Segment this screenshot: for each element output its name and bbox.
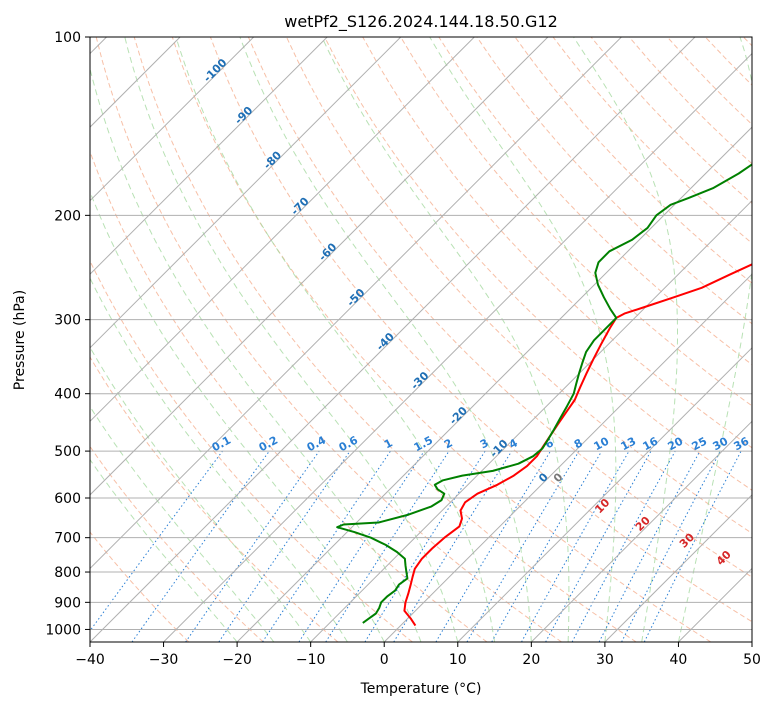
x-tick-label: 10 [449,652,467,668]
moist-adiabat [90,458,238,642]
moist-adiabat [573,37,678,642]
moist-adiabat [90,190,385,642]
x-tick-label: −10 [296,652,326,668]
mixing-ratio-label: 30 [711,434,731,453]
moist-adiabat [429,37,617,642]
dry-adiabat [133,37,637,642]
isotherm [236,126,752,642]
isotherm [310,199,752,642]
dry-adiabat [514,37,752,284]
dry-adiabat [90,356,339,642]
mixing-ratio-label: 10 [592,434,612,453]
moist-adiabat [124,37,459,642]
moist-adiabat [90,66,422,642]
isotherm [90,37,549,496]
mixing-ratio-label: 13 [619,435,639,454]
profile-line [336,163,752,624]
y-tick-label: 300 [54,313,81,329]
isotherm [604,494,752,642]
profile-lines [336,163,752,627]
dry-adiabat [90,531,190,642]
y-tick-label: 100 [54,30,81,46]
profile-line [403,263,752,627]
moist-adiabat [90,276,348,642]
isotherm [383,273,752,642]
chart-title: wetPf2_S126.2024.144.18.50.G12 [284,12,558,32]
axes: −40 −30 −20 −10 0 10 20 30 40 50 100 200 300 400 500 60… [45,30,761,668]
moist-adiabat [175,37,496,642]
x-tick-label: −30 [149,652,179,668]
x-tick-label: −40 [75,652,105,668]
mixing-ratio-label: 20 [666,434,686,453]
dry-adiabat [400,37,752,407]
isotherm [90,37,622,570]
isotherm [530,420,752,642]
dry-adiabat [247,37,752,578]
y-axis-label: Pressure (hPa) [12,290,28,390]
dry-adiabat [90,445,264,642]
y-tick-label: 700 [54,531,81,547]
dry-adiabat [90,150,488,642]
x-tick-label: 50 [743,652,761,668]
isotherm [163,52,752,642]
dry-adiabat [209,37,752,623]
mixing-ratio-label: 25 [690,435,710,454]
isotherm [90,37,255,202]
y-tick-label: 1000 [45,622,81,638]
dry-adiabat [438,37,752,366]
mixing-ratio-label: 16 [641,434,661,453]
dry-adiabat [171,37,712,642]
x-tick-label: 40 [670,652,688,668]
plot-frame [89,36,753,643]
mixing-ratio-label: 36 [732,434,752,453]
isotherm [90,37,475,423]
moist-adiabat [321,37,570,642]
y-tick-label: 800 [54,565,81,581]
moist-adiabat [677,37,752,642]
moist-adiabat [90,405,275,642]
x-tick-label: 30 [596,652,614,668]
dry-adiabat [95,37,562,642]
y-tick-label: 500 [54,444,81,460]
moist-adiabat [239,37,532,642]
isotherm [90,37,696,642]
y-tick-label: 600 [54,491,81,507]
x-tick-label: 20 [522,652,540,668]
isotherm [457,347,752,642]
dry-adiabat [324,37,752,491]
y-tick-label: 200 [54,208,81,224]
y-tick-label: 900 [54,595,81,611]
isotherm [90,37,328,275]
x-axis-label: Temperature (°C) [360,681,482,697]
y-tick-label: 400 [54,387,81,403]
x-tick-label: 0 [380,652,389,668]
background-lines [90,37,752,642]
x-tick-label: −20 [222,652,252,668]
isotherm [90,37,402,349]
